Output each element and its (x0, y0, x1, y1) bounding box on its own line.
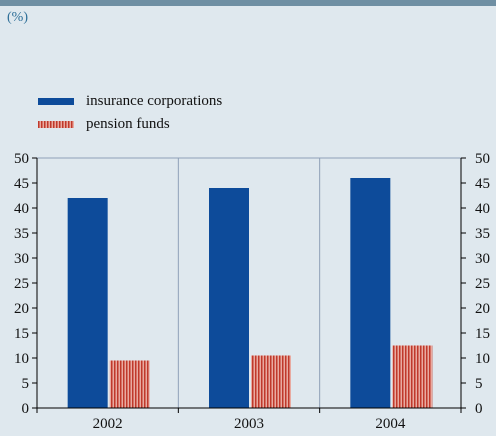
legend-swatch-pension (38, 120, 74, 128)
y-tick-label-left: 30 (14, 251, 29, 267)
legend-label-pension: pension funds (86, 115, 170, 132)
y-tick-label-right: 40 (475, 201, 490, 217)
bar-insurance-2002 (67, 198, 108, 408)
legend-swatch-insurance (38, 97, 74, 105)
bar-insurance-2004 (350, 178, 391, 408)
x-tick-label: 2003 (234, 416, 264, 432)
header-bar (0, 0, 496, 6)
y-tick-label-right: 45 (475, 176, 490, 192)
legend-label-insurance: insurance corporations (86, 92, 223, 109)
y-tick-label-left: 15 (14, 326, 29, 342)
y-tick-label-right: 50 (475, 151, 490, 167)
y-tick-label-right: 30 (475, 251, 490, 267)
y-tick-label-left: 40 (14, 201, 29, 217)
y-tick-label-left: 20 (14, 301, 29, 317)
legend-item-pension: pension funds (38, 115, 170, 133)
y-tick-label-right: 5 (475, 376, 483, 392)
y-tick-label-left: 45 (14, 176, 29, 192)
y-tick-label-left: 5 (22, 376, 30, 392)
y-tick-label-right: 25 (475, 276, 490, 292)
y-tick-label-right: 35 (475, 226, 490, 242)
x-tick-label: 2002 (93, 416, 123, 432)
labels-layer: 0 0 5 5 10 10 15 15 20 20 25 25 30 30 35 35 40 40 45 45 50 50… (14, 151, 490, 432)
grid-layer (37, 157, 461, 408)
bar-insurance-2003 (209, 188, 249, 408)
y-tick-label-left: 50 (14, 151, 29, 167)
axes-layer (32, 157, 466, 413)
y-tick-label-left: 25 (14, 276, 29, 292)
y-tick-label-left: 10 (14, 351, 29, 367)
bar-pension-2003 (251, 355, 291, 408)
legend-item-insurance: insurance corporations (38, 92, 222, 110)
y-tick-label-right: 15 (475, 326, 490, 342)
bar-pension-2002 (109, 360, 150, 408)
bars-layer (67, 178, 433, 408)
bar-pension-2004 (392, 345, 433, 408)
y-tick-label-right: 0 (475, 401, 483, 417)
x-tick-label: 2004 (375, 416, 406, 432)
y-tick-label-right: 10 (475, 351, 490, 367)
unit-label: (%) (7, 10, 28, 25)
y-tick-label-left: 0 (22, 401, 30, 417)
y-tick-label-right: 20 (475, 301, 490, 317)
y-tick-label-left: 35 (14, 226, 29, 242)
